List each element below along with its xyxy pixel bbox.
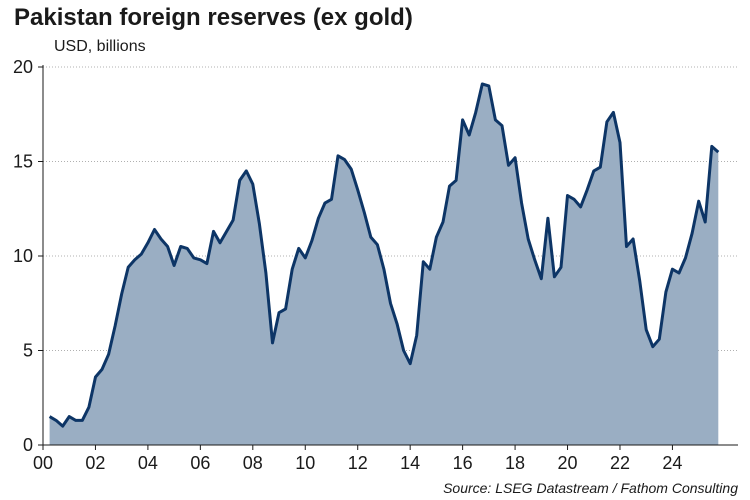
x-tick-label: 14 — [400, 453, 420, 473]
x-tick-label: 20 — [558, 453, 578, 473]
series-line — [48, 82, 720, 428]
x-tick-label: 00 — [33, 453, 53, 473]
x-tick-label: 04 — [138, 453, 158, 473]
x-tick-label: 18 — [505, 453, 525, 473]
y-unit-label: USD, billions — [54, 38, 146, 55]
x-tick-label: 08 — [243, 453, 263, 473]
y-tick-label: 15 — [13, 152, 33, 172]
series-area — [49, 84, 719, 445]
x-tick-label: 22 — [610, 453, 630, 473]
x-tick-label: 12 — [348, 453, 368, 473]
x-tick-label: 06 — [190, 453, 210, 473]
x-tick-label: 02 — [85, 453, 105, 473]
x-tick-label: 16 — [453, 453, 473, 473]
x-tick-labels: 00 02 04 06 08 10 12 14 16 18 20 22 24 — [33, 445, 682, 473]
x-tick-label: 10 — [295, 453, 315, 473]
axes — [42, 65, 738, 446]
y-tick-label: 5 — [23, 341, 33, 361]
chart-title: Pakistan foreign reserves (ex gold) — [14, 4, 413, 31]
y-tick-labels: 0 5 10 15 20 — [13, 57, 43, 455]
y-tick-label: 10 — [13, 246, 33, 266]
y-tick-label: 0 — [23, 435, 33, 455]
source-note: Source: LSEG Datastream / Fathom Consult… — [443, 480, 738, 496]
y-tick-label: 20 — [13, 57, 33, 77]
x-tick-label: 24 — [662, 453, 682, 473]
